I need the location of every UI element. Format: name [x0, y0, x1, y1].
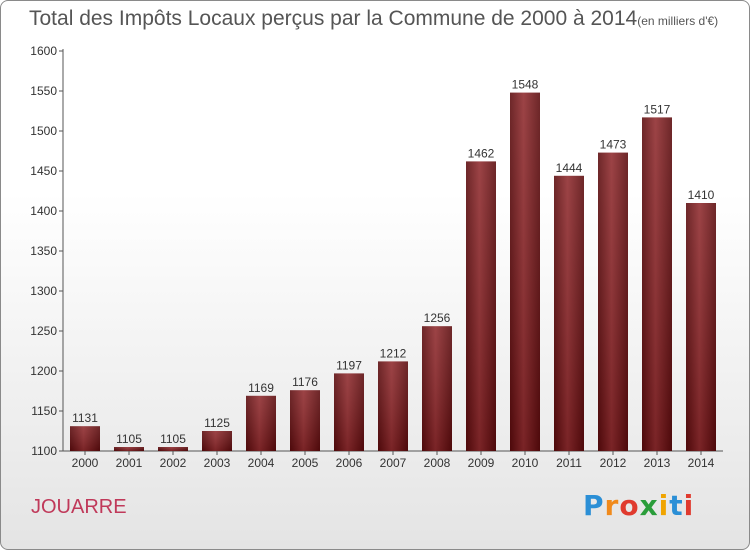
bar-shade — [642, 117, 672, 452]
bar-value-label: 1169 — [248, 381, 274, 395]
bar-shade — [510, 92, 540, 451]
logo-letter: o — [619, 489, 640, 522]
y-tick-label: 1200 — [30, 364, 57, 378]
bar-shade — [422, 326, 452, 451]
x-tick-label: 2012 — [600, 456, 627, 470]
y-tick-label: 1100 — [31, 444, 57, 458]
bar-shade — [378, 361, 408, 451]
chart-labels: 2000 1131 2001 1105 2002 1105 2003 1125 2004 1169… — [72, 78, 715, 470]
x-tick-label: 2013 — [644, 456, 671, 470]
bar-shade — [114, 447, 144, 451]
chart-title-main: Total des Impôts Locaux perçus par la Co… — [29, 7, 638, 30]
x-tick-label: 2003 — [204, 456, 231, 470]
x-tick-label: 2010 — [512, 456, 539, 470]
bar-shade — [598, 152, 628, 451]
bar-value-label: 1105 — [160, 432, 186, 446]
bar-value-label: 1131 — [72, 411, 98, 425]
logo-letter: i — [658, 489, 670, 522]
bar-value-label: 1462 — [468, 146, 495, 160]
bar-shade — [202, 431, 232, 451]
bar-shade — [70, 426, 100, 451]
bar-shade — [466, 161, 496, 451]
bar-shade — [554, 175, 584, 452]
bar-value-label: 1256 — [424, 311, 451, 325]
y-tick-label: 1600 — [30, 44, 57, 58]
bar-value-label: 1517 — [644, 102, 671, 116]
commune-name: JOUARRE — [31, 496, 127, 518]
logo-letter: P — [583, 489, 605, 522]
y-tick-label: 1400 — [30, 204, 57, 218]
logo-letter: t — [669, 489, 684, 522]
x-tick-label: 2002 — [160, 456, 187, 470]
x-tick-label: 2009 — [468, 456, 495, 470]
bar-shade — [246, 395, 276, 451]
bar-value-label: 1212 — [380, 346, 407, 360]
x-tick-label: 2001 — [116, 456, 143, 470]
y-tick-label: 1550 — [30, 84, 57, 98]
x-tick-label: 2007 — [380, 456, 407, 470]
bar-shade — [158, 447, 188, 451]
bar-shade — [334, 373, 364, 451]
bar-value-label: 1473 — [600, 138, 627, 152]
y-tick-label: 1300 — [30, 284, 57, 298]
bar-value-label: 1197 — [336, 358, 362, 372]
bar-value-label: 1444 — [556, 161, 583, 175]
y-tick-label: 1450 — [30, 164, 57, 178]
x-tick-label: 2011 — [556, 456, 582, 470]
bar-shade — [686, 203, 716, 451]
bar-value-label: 1125 — [204, 416, 230, 430]
bar-value-label: 1410 — [688, 188, 715, 202]
x-tick-label: 2005 — [292, 456, 319, 470]
x-tick-label: 2008 — [424, 456, 451, 470]
logo-letter: r — [604, 489, 620, 522]
bar-shade — [290, 390, 320, 451]
chart-title-unit: (en milliers d'€) — [637, 14, 719, 28]
bar-value-label: 1105 — [116, 432, 142, 446]
x-tick-label: 2006 — [336, 456, 363, 470]
x-tick-label: 2000 — [72, 456, 99, 470]
chart-title: Total des Impôts Locaux perçus par la Co… — [29, 7, 718, 31]
y-tick-label: 1350 — [30, 244, 57, 258]
x-tick-label: 2014 — [688, 456, 715, 470]
y-tick-label: 1250 — [30, 324, 57, 338]
y-tick-label: 1150 — [31, 404, 57, 418]
y-tick-label: 1500 — [30, 124, 57, 138]
proxiti-logo: Proxiti — [583, 489, 694, 522]
chart-bars — [70, 92, 716, 452]
logo-letter: x — [639, 489, 659, 522]
x-tick-label: 2004 — [248, 456, 275, 470]
bar-value-label: 1548 — [512, 78, 539, 92]
bar-value-label: 1176 — [292, 375, 318, 389]
logo-letter: i — [683, 489, 695, 522]
